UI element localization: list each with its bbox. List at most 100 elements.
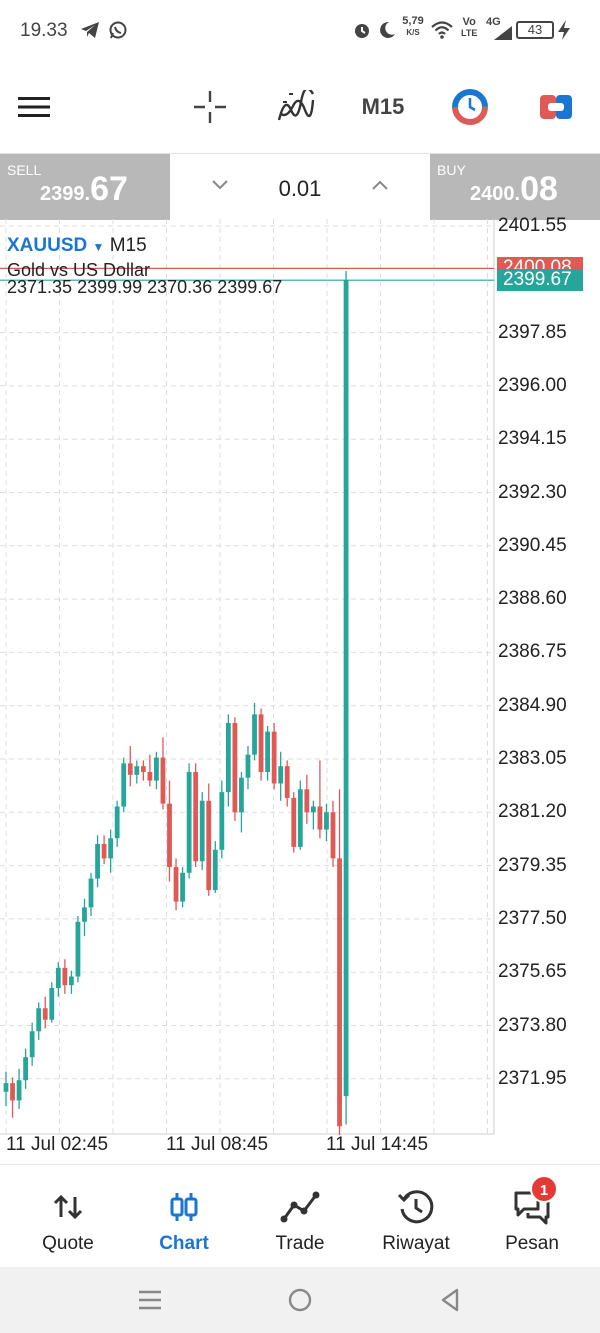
candle-body — [101, 843, 107, 859]
home-icon[interactable] — [287, 1287, 313, 1313]
candle-body — [337, 858, 342, 1127]
nav-history-label: Riwayat — [382, 1233, 450, 1254]
nav-chart-label: Chart — [159, 1233, 209, 1254]
price-axis-label: 2384.90 — [498, 694, 567, 716]
trade-line-icon — [280, 1191, 320, 1223]
time-axis-label: 11 Jul 02:45 — [6, 1134, 109, 1155]
candle-body — [212, 849, 218, 891]
nav-history[interactable]: Riwayat — [356, 1165, 476, 1268]
lot-size-value[interactable]: 0.01 — [278, 176, 322, 201]
candle-body — [95, 843, 100, 879]
menu-button[interactable] — [14, 82, 54, 132]
lot-size-control: 0.01 — [170, 154, 430, 220]
candle-body — [180, 872, 185, 902]
one-click-trading-icon — [452, 89, 488, 125]
candle-body — [343, 280, 349, 1097]
nav-trade[interactable]: Trade — [240, 1165, 360, 1268]
charging-icon — [558, 20, 570, 40]
messages-icon — [514, 1191, 550, 1225]
signal-type: 4G — [486, 16, 501, 28]
price-axis-label: 2377.50 — [498, 907, 567, 929]
symbol-description: Gold vs US Dollar — [7, 260, 151, 280]
sell-button[interactable]: SELL 2399.67 — [0, 154, 170, 220]
candle-body — [29, 1031, 35, 1058]
chart-symbol-header[interactable]: XAUUSD ▼ M15 — [7, 235, 147, 257]
nav-messages[interactable]: 1 Pesan — [472, 1165, 592, 1268]
candle-body — [225, 722, 231, 793]
symbol-name[interactable]: XAUUSD — [7, 235, 88, 256]
telegram-icon — [81, 22, 99, 38]
symbol-dropdown-icon[interactable]: ▼ — [92, 240, 105, 254]
candle-body — [121, 763, 127, 807]
history-icon — [397, 1190, 434, 1224]
sell-label: SELL — [7, 162, 42, 178]
timeframe-button[interactable]: M15 — [355, 82, 411, 132]
candle-body — [114, 806, 120, 839]
candle-body — [160, 757, 166, 804]
one-click-trade-bar: SELL 2399.67 0.01 BUY 2400.08 — [0, 153, 600, 220]
signal-icon — [494, 26, 512, 40]
candle-body — [297, 789, 303, 847]
candle-body — [134, 766, 140, 775]
candle-body — [199, 800, 205, 862]
price-axis-label: 2386.75 — [498, 641, 567, 663]
price-axis-label: 2397.85 — [498, 321, 567, 343]
candle-body — [324, 812, 329, 830]
candle-body — [49, 988, 55, 1020]
candle-body — [219, 792, 225, 850]
candle-body — [258, 714, 264, 772]
candle-body — [239, 777, 244, 813]
quote-arrows-icon — [53, 1194, 83, 1220]
buy-label: BUY — [437, 162, 466, 178]
price-axis-label: 2383.05 — [498, 748, 567, 769]
candle-body — [291, 797, 297, 847]
candle-body — [55, 967, 61, 989]
increase-lot-button[interactable] — [370, 178, 390, 192]
battery-icon: 43 — [516, 21, 554, 39]
price-chart[interactable]: XAUUSD ▼ M15 Gold vs US Dollar 2371.35 2… — [0, 215, 600, 1164]
unread-badge: 1 — [530, 1175, 558, 1203]
sell-price: 2399.67 — [40, 170, 128, 208]
buy-button[interactable]: BUY 2400.08 — [430, 154, 600, 220]
trade-panel-toggle[interactable] — [536, 82, 576, 132]
candle-body — [69, 976, 74, 986]
candle-body — [42, 1008, 48, 1020]
crosshair-button[interactable] — [190, 82, 230, 132]
buy-price: 2400.08 — [470, 170, 558, 208]
indicators-button[interactable] — [275, 82, 317, 132]
candle-body — [154, 757, 159, 781]
price-axis-label: 2401.55 — [498, 215, 567, 236]
decrease-lot-button[interactable] — [210, 178, 230, 192]
price-axis-label: 2371.95 — [498, 1067, 567, 1089]
candle-body — [317, 806, 323, 830]
crosshair-icon — [194, 91, 226, 123]
back-icon[interactable] — [438, 1287, 462, 1313]
system-navigation-bar — [0, 1267, 600, 1333]
candle-body — [304, 789, 310, 813]
chart-canvas[interactable] — [0, 219, 600, 1164]
candle-body — [206, 800, 212, 891]
candle-body — [36, 1008, 42, 1032]
time-axis-label: 11 Jul 08:45 — [166, 1134, 269, 1155]
ohlc-values: 2371.35 2399.99 2370.36 2399.67 — [7, 277, 283, 297]
chart-timeframe: M15 — [109, 235, 147, 256]
candle-body — [173, 867, 179, 902]
candle-body — [88, 878, 94, 908]
candle-body — [82, 907, 87, 922]
indicators-icon — [277, 90, 315, 121]
trade-toggle-icon — [540, 95, 572, 119]
recents-icon[interactable] — [138, 1288, 162, 1312]
candle-body — [16, 1080, 22, 1101]
chart-toolbar: M15 — [0, 60, 600, 152]
nav-quote[interactable]: Quote — [8, 1165, 128, 1268]
status-time: 19.33 — [20, 20, 68, 41]
candle-body — [127, 763, 133, 775]
price-axis-label: 2375.65 — [498, 961, 567, 983]
price-axis-label: 2396.00 — [498, 374, 567, 396]
price-axis-label: 2373.80 — [498, 1014, 567, 1036]
one-click-trading-button[interactable] — [450, 82, 490, 132]
candle-body — [10, 1083, 15, 1101]
nav-chart[interactable]: Chart — [124, 1165, 244, 1268]
nav-trade-label: Trade — [275, 1233, 325, 1254]
candle-body — [147, 771, 153, 781]
